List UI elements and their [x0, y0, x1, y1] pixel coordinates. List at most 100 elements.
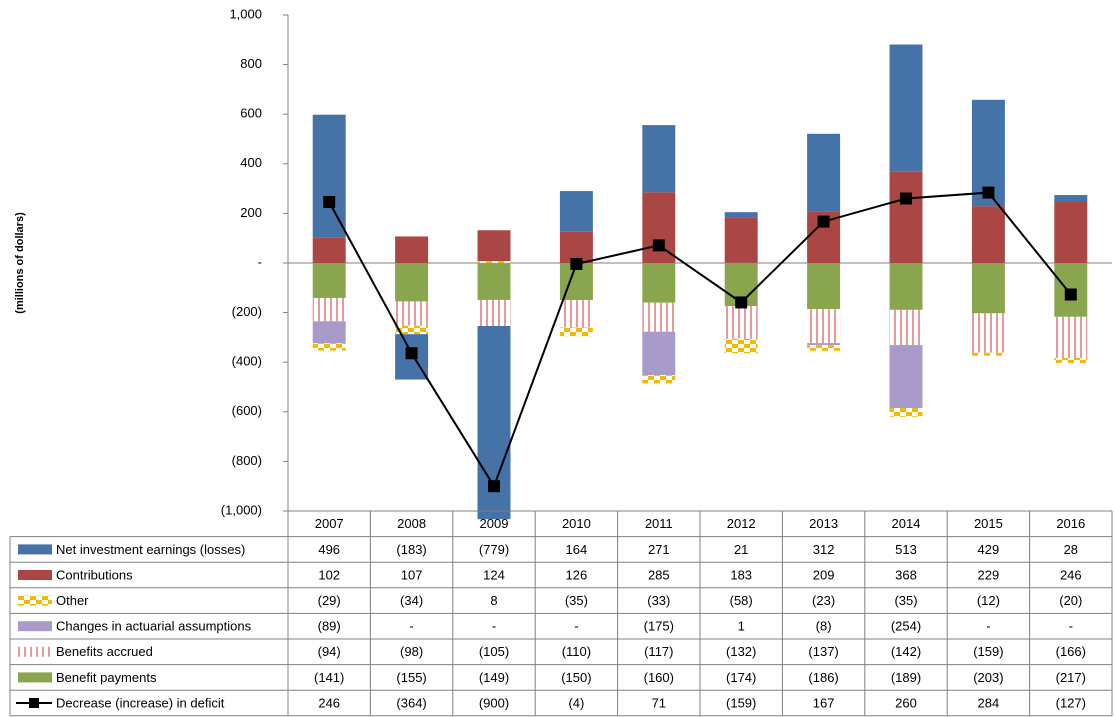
y-tick-label: (200): [232, 304, 262, 319]
line-marker: [735, 296, 748, 309]
table-cell: (155): [396, 670, 426, 685]
bar-segment: [559, 327, 593, 337]
table-cell: (12): [977, 593, 1000, 608]
bar-segment: [724, 338, 758, 354]
bar-segment: [312, 237, 346, 263]
table-cell: 28: [1064, 542, 1078, 557]
y-tick-label: 200: [240, 205, 262, 220]
line-marker: [488, 480, 500, 493]
line-marker: [570, 257, 583, 270]
x-tick-label: 2012: [727, 516, 756, 531]
table-cell: (20): [1059, 593, 1082, 608]
table-cell: 167: [813, 695, 835, 710]
table-cell: 312: [813, 542, 835, 557]
bar-segment: [807, 345, 841, 351]
table-cell: (150): [561, 670, 591, 685]
table-cell: (23): [812, 593, 835, 608]
table-cell: (132): [726, 644, 756, 659]
bar-segment: [642, 302, 676, 332]
table-cell: (35): [565, 593, 588, 608]
table-cell: (8): [816, 619, 832, 634]
legend-swatch: [18, 621, 52, 632]
bar-segment: [971, 352, 1005, 356]
table-cell: (159): [726, 695, 756, 710]
table-cell: (110): [562, 644, 591, 659]
x-tick-label: 2010: [562, 516, 591, 531]
bar-segment: [724, 212, 758, 218]
table-cell: (159): [973, 644, 1003, 659]
bar-segment: [477, 299, 511, 326]
table-cell: (34): [400, 593, 423, 608]
table-cell: (174): [726, 670, 756, 685]
table-cell: (98): [400, 644, 423, 659]
table-cell: (94): [318, 644, 341, 659]
table-cell: (183): [396, 542, 426, 557]
table-cell: 1: [738, 619, 745, 634]
table-cell: (779): [479, 542, 509, 557]
table-cell: 284: [978, 695, 1000, 710]
table-cell: 102: [318, 567, 340, 582]
x-tick-label: 2008: [397, 516, 426, 531]
table-cell: 126: [566, 567, 588, 582]
legend-label: Changes in actuarial assumptions: [56, 619, 252, 634]
y-tick-label: 600: [240, 106, 262, 121]
legend-label: Benefit payments: [56, 670, 157, 685]
legend-label: Other: [56, 593, 89, 608]
legend-label: Decrease (increase) in deficit: [56, 695, 225, 710]
x-tick-label: 2013: [809, 516, 838, 531]
table-cell: 209: [813, 567, 835, 582]
legend-swatch: [18, 646, 52, 657]
table-cell: (186): [808, 670, 838, 685]
table-cell: (149): [479, 670, 509, 685]
bar-segment: [312, 263, 346, 298]
table-cell: (175): [644, 619, 674, 634]
legend-label: Contributions: [56, 567, 133, 582]
bar-segment: [971, 263, 1005, 314]
table-cell: (117): [644, 644, 673, 659]
table-cell: 21: [734, 542, 748, 557]
table-cell: -: [986, 619, 990, 634]
bar-segment: [889, 408, 923, 417]
line-marker: [982, 186, 995, 199]
y-tick-label: 800: [240, 56, 262, 71]
bar-segment: [889, 345, 923, 409]
table-cell: 107: [401, 567, 423, 582]
table-cell: (33): [647, 593, 670, 608]
table-cell: (137): [808, 644, 838, 659]
bar-segment: [971, 206, 1005, 263]
table-cell: (900): [479, 695, 509, 710]
x-tick-label: 2009: [480, 516, 509, 531]
bar-segment: [312, 114, 346, 238]
y-tick-label: -: [258, 254, 262, 269]
table-cell: (4): [568, 695, 584, 710]
x-tick-label: 2011: [645, 516, 673, 531]
bar-segment: [889, 309, 923, 346]
bar-segment: [1054, 357, 1088, 363]
table-cell: (29): [318, 593, 341, 608]
table-cell: (364): [396, 695, 426, 710]
table-cell: (203): [973, 670, 1003, 685]
table-cell: 8: [490, 593, 497, 608]
bar-segment: [559, 300, 593, 328]
bar-segment: [807, 263, 841, 310]
bar-segment: [889, 44, 923, 172]
bar-segment: [724, 306, 758, 339]
bar-segment: [807, 133, 841, 212]
bar-segment: [1054, 201, 1088, 263]
legend-swatch: [29, 698, 39, 708]
x-tick-label: 2015: [974, 516, 1003, 531]
table-cell: 246: [318, 695, 340, 710]
bar-segment: [477, 230, 511, 262]
bar-segment: [395, 263, 429, 302]
table-cell: (160): [644, 670, 674, 685]
table-cell: (58): [730, 593, 753, 608]
line-marker: [652, 239, 665, 252]
table-cell: (141): [314, 670, 344, 685]
y-tick-label: (400): [232, 354, 262, 369]
table-cell: 429: [978, 542, 1000, 557]
y-tick-label: 400: [240, 155, 262, 170]
bar-segment: [477, 263, 511, 300]
x-tick-label: 2016: [1056, 516, 1085, 531]
table-cell: (142): [891, 644, 921, 659]
line-marker: [405, 347, 418, 360]
